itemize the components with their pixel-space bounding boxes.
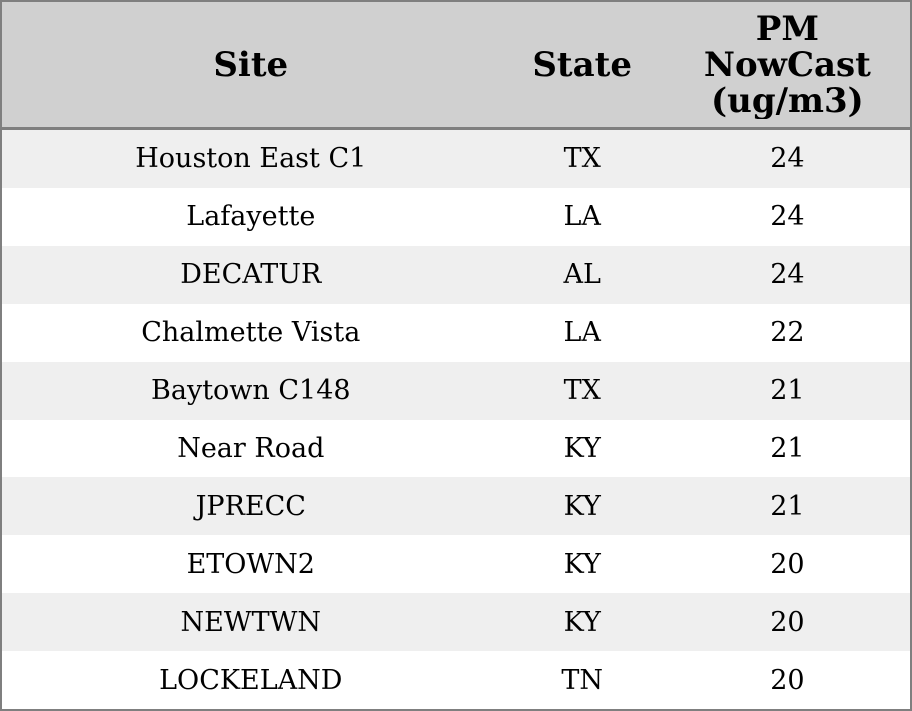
state-cell: TX: [563, 143, 601, 175]
table-row: Baytown C148 TX 21: [2, 361, 910, 420]
state-cell: KY: [563, 606, 601, 638]
table-row: Lafayette LA 24: [2, 187, 910, 246]
state-cell: KY: [563, 490, 601, 522]
pm-nowcast-cell: 21: [770, 375, 805, 407]
state-cell: KY: [563, 548, 601, 580]
pm-header-line-2: NowCast: [703, 44, 871, 85]
table-body: Houston East C1 TX 24 Lafayette LA 24 DECATUR A…: [2, 130, 910, 710]
pm-nowcast-cell: 24: [770, 201, 805, 233]
pm-header-line-3: (ug/m3): [711, 80, 864, 119]
site-cell: DECATUR: [180, 259, 322, 291]
state-cell: TX: [563, 375, 601, 407]
column-header-state: State: [532, 44, 633, 85]
pm-nowcast-cell: 22: [770, 317, 805, 349]
table-row: DECATUR AL 24: [2, 245, 910, 304]
table-row: ETOWN2 KY 20: [2, 535, 910, 594]
table-row: JPRECC KY 21: [2, 477, 910, 536]
state-cell: LA: [563, 317, 601, 349]
pm-header-line-1: PM: [755, 10, 819, 49]
table-row: NEWTWN KY 20: [2, 593, 910, 652]
site-cell: Near Road: [177, 432, 325, 464]
pm-nowcast-cell: 21: [770, 432, 805, 464]
site-cell: Chalmette Vista: [141, 317, 361, 349]
column-header-pm-nowcast: PM NowCast (ug/m3): [665, 11, 910, 119]
site-cell: Baytown C148: [151, 375, 351, 407]
state-cell: TN: [561, 664, 604, 696]
pm-nowcast-cell: 20: [770, 548, 805, 580]
table-row: Chalmette Vista LA 22: [2, 303, 910, 362]
pm-nowcast-cell: 24: [770, 143, 805, 175]
pm-nowcast-cell: 24: [770, 259, 805, 291]
table-header-row: Site State PM NowCast (ug/m3): [2, 2, 910, 130]
state-cell: KY: [563, 432, 601, 464]
pm-nowcast-cell: 21: [770, 490, 805, 522]
state-cell: LA: [563, 201, 601, 233]
pm-nowcast-cell: 20: [770, 606, 805, 638]
site-cell: LOCKELAND: [159, 664, 343, 696]
site-cell: NEWTWN: [180, 606, 322, 638]
column-header-site: Site: [213, 44, 289, 85]
table-row: LOCKELAND TN 20: [2, 651, 910, 710]
site-cell: JPRECC: [195, 490, 306, 522]
pm-nowcast-cell: 20: [770, 664, 805, 696]
site-cell: ETOWN2: [186, 548, 315, 580]
table-row: Houston East C1 TX 24: [2, 130, 910, 188]
site-cell: Lafayette: [186, 201, 316, 233]
table-row: Near Road KY 21: [2, 419, 910, 478]
site-cell: Houston East C1: [135, 143, 367, 175]
state-cell: AL: [563, 259, 601, 291]
